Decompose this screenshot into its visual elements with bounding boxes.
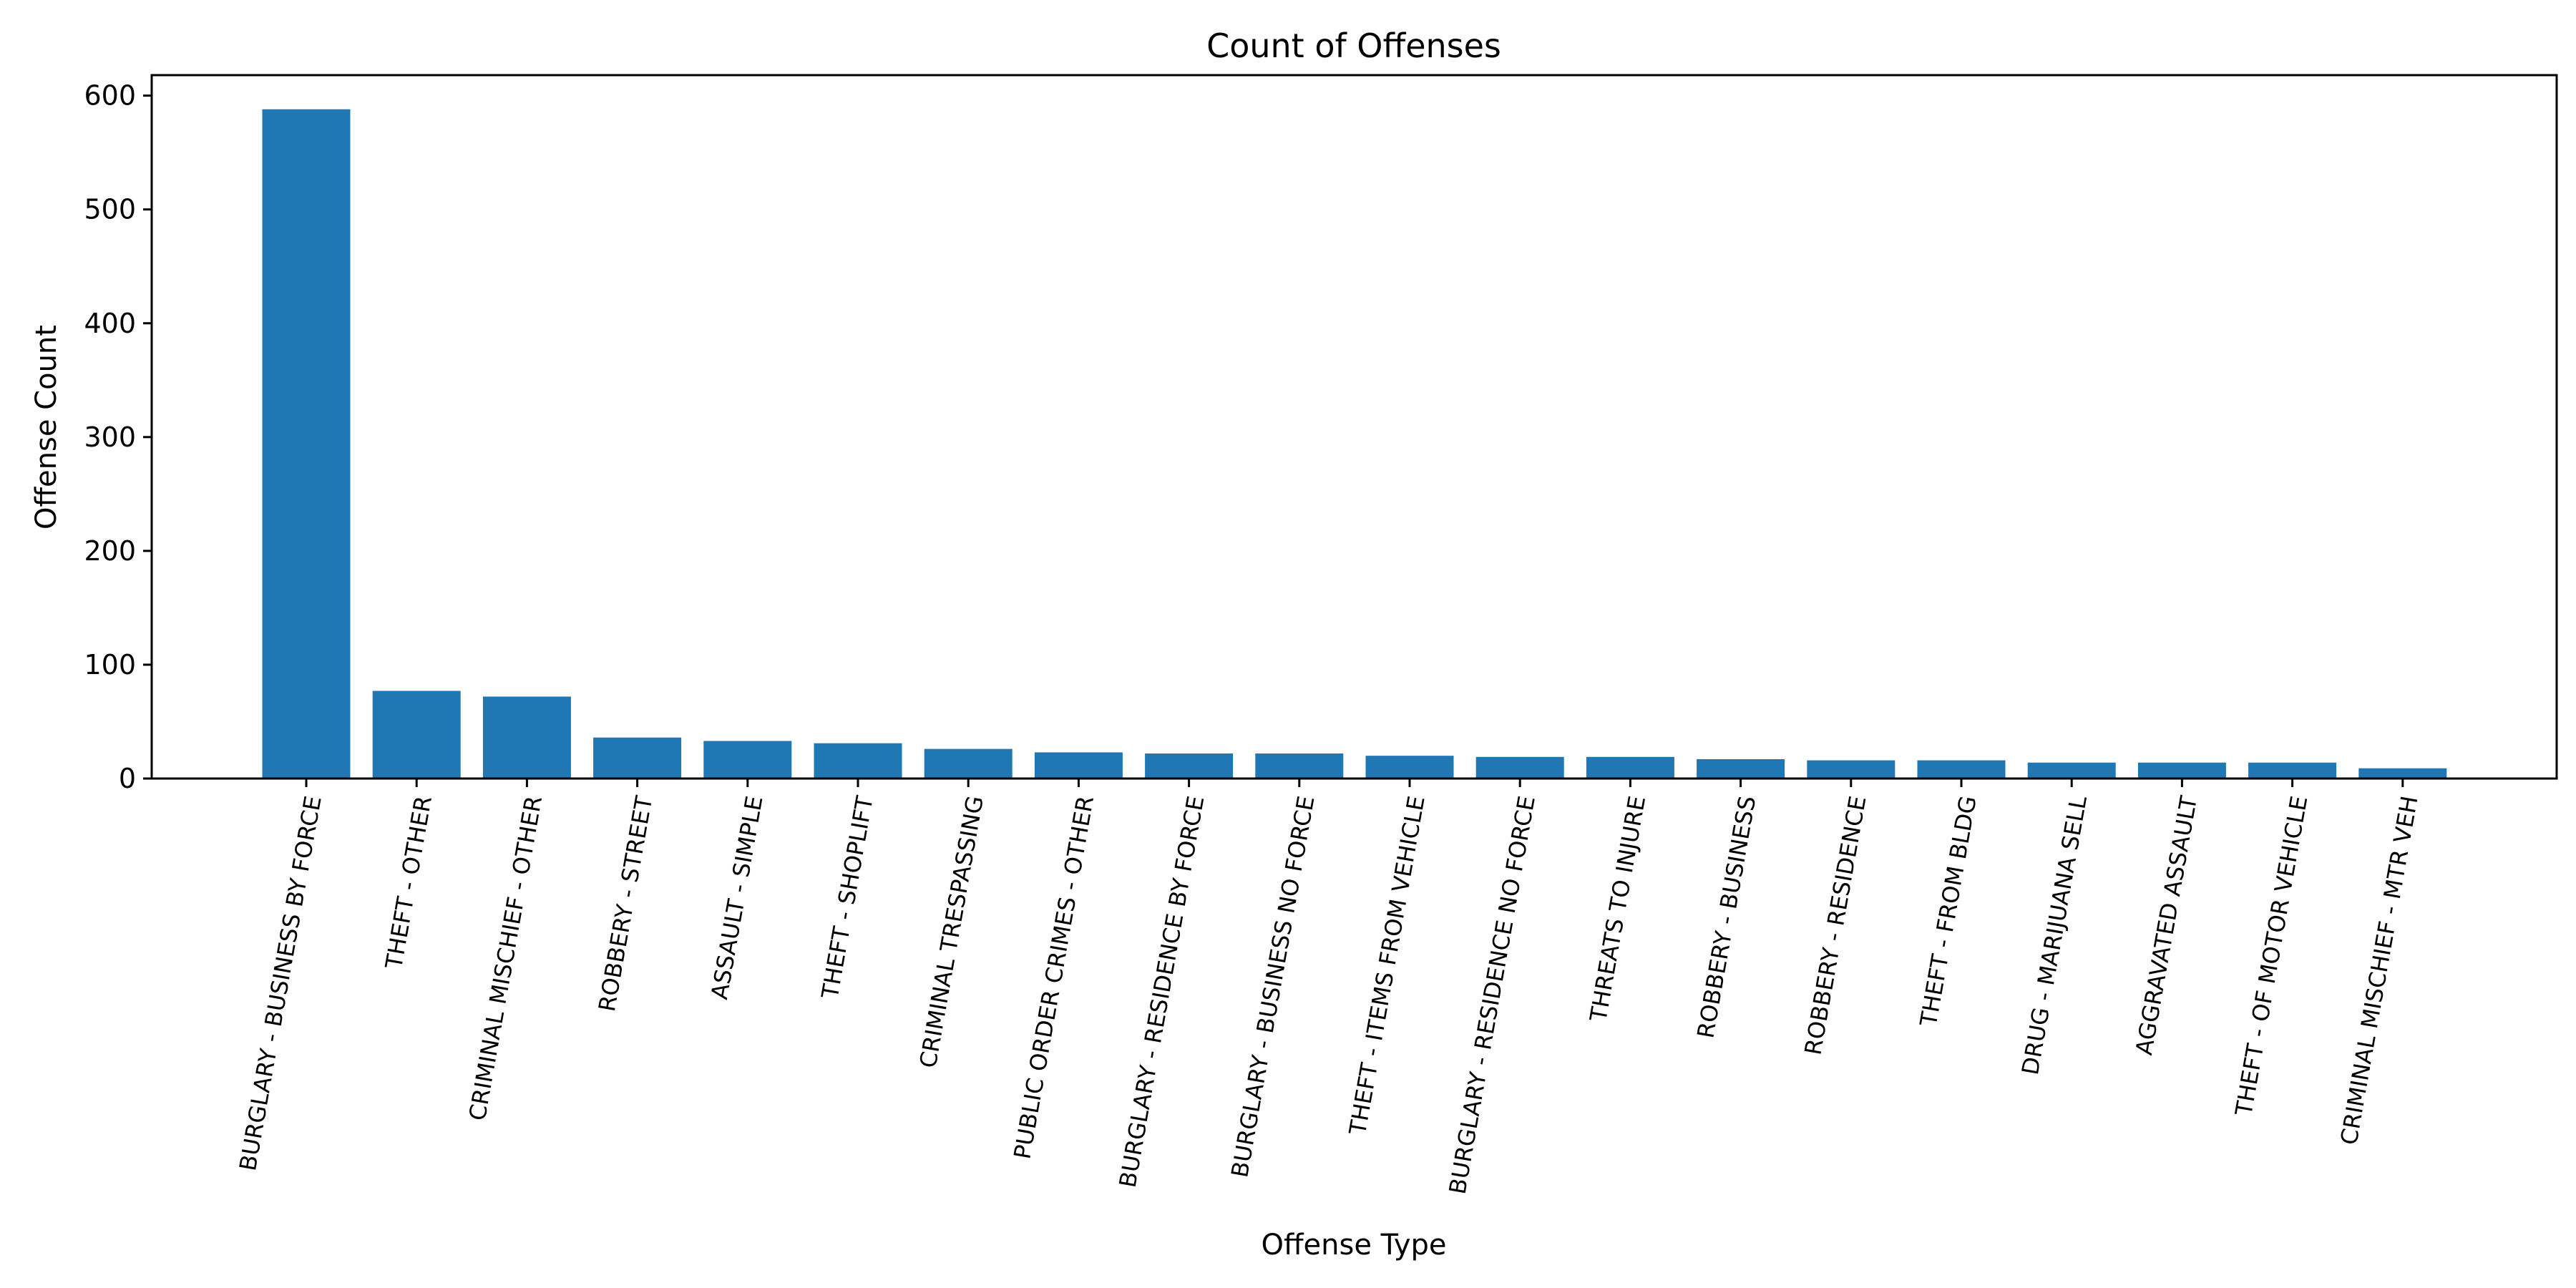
y-tick-label: 200 <box>84 535 136 567</box>
bar-12 <box>1475 756 1564 779</box>
x-tick-label: BURGLARY - BUSINESS NO FORCE <box>1226 794 1319 1179</box>
x-tick-label: THEFT - OF MOTOR VEHICLE <box>2230 794 2313 1118</box>
x-tick-label: DRUG - MARIJUANA SELL <box>2016 794 2092 1077</box>
bar-17 <box>2027 762 2116 779</box>
bar-20 <box>2358 768 2447 779</box>
plot-area: 0 100 200 300 400 500 600 BURGLARY - BUSINESS B… <box>84 74 2558 1196</box>
x-tick-label: PUBLIC ORDER CRIMES - OTHER <box>1008 794 1099 1161</box>
x-axis-label: Offense Type <box>1261 1229 1446 1262</box>
x-tick-label: CRIMINAL MISCHIEF - OTHER <box>464 794 547 1122</box>
x-tick-label: CRIMINAL TRESPASSING <box>914 794 989 1070</box>
bar-3 <box>482 696 571 779</box>
bar-5 <box>703 741 792 779</box>
bar-9 <box>1145 753 1234 779</box>
bar-7 <box>924 748 1013 779</box>
y-tick-label: 100 <box>84 649 136 680</box>
bar-15 <box>1807 760 1896 779</box>
x-tick-label: BURGLARY - RESIDENCE BY FORCE <box>1114 794 1210 1189</box>
bar-11 <box>1365 756 1454 779</box>
bar-19 <box>2248 762 2337 779</box>
plot-frame <box>150 74 2558 780</box>
y-tick-label: 0 <box>119 763 136 794</box>
bar-18 <box>2137 762 2226 779</box>
x-tick-label: THEFT - OTHER <box>380 794 437 971</box>
bar-16 <box>1917 760 2006 779</box>
y-tick-label: 300 <box>84 421 136 453</box>
x-tick-label: THEFT - SHOPLIFT <box>816 794 878 1001</box>
x-tick-label: ROBBERY - BUSINESS <box>1692 794 1761 1040</box>
y-axis-label: Offense Count <box>30 325 63 530</box>
bar-13 <box>1586 756 1674 779</box>
bar-1 <box>262 109 351 779</box>
x-tick-label: AGGRAVATED ASSAULT <box>2130 794 2202 1057</box>
y-tick-label: 400 <box>84 308 136 339</box>
x-tick-label: ROBBERY - RESIDENCE <box>1799 794 1871 1057</box>
bar-4 <box>593 737 682 779</box>
x-tick-label: CRIMINAL MISCHIEF - MTR VEH <box>2335 794 2423 1146</box>
bar-10 <box>1255 753 1344 779</box>
x-tick-label: BURGLARY - RESIDENCE NO FORCE <box>1444 794 1541 1196</box>
x-tick-label: THEFT - ITEMS FROM VEHICLE <box>1344 794 1430 1137</box>
bar-8 <box>1034 752 1123 779</box>
y-tick-label: 600 <box>84 80 136 112</box>
x-tick-label: THREATS TO INJURE <box>1584 794 1651 1024</box>
chart-title: Count of Offenses <box>1206 26 1501 65</box>
y-tick-label: 500 <box>84 194 136 225</box>
bar-14 <box>1697 758 1785 779</box>
x-tick-label: BURGLARY - BUSINESS BY FORCE <box>234 794 327 1173</box>
x-tick-label: THEFT - FROM BLDG <box>1915 794 1982 1029</box>
x-tick-label: ROBBERY - STREET <box>593 794 658 1014</box>
x-tick-label: ASSAULT - SIMPLE <box>706 794 768 1001</box>
bar-6 <box>814 743 902 779</box>
bar-2 <box>372 691 461 779</box>
